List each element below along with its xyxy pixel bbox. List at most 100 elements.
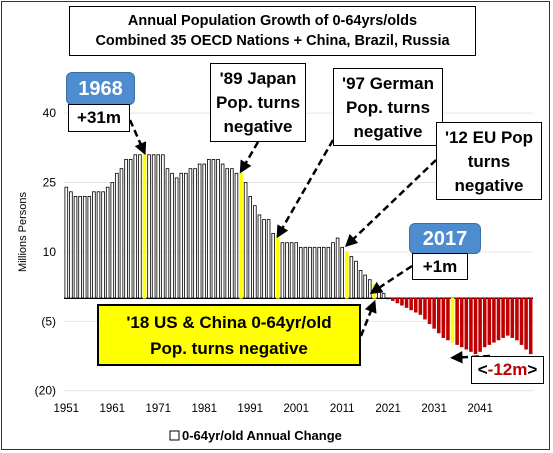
callout-german: '97 German Pop. turns negative (333, 68, 443, 146)
callout-us-china: '18 US & China 0-64yr/old Pop. turns neg… (97, 304, 361, 366)
x-tick-label: 1971 (145, 403, 171, 415)
x-tick-label: 1981 (191, 403, 217, 415)
y-axis-label: Millions Persons (17, 191, 29, 272)
bar-1988 (234, 172, 239, 299)
x-tick-label: 2031 (421, 403, 447, 415)
bar-1992 (253, 205, 257, 299)
x-tick-labels: 1951 1961 1971 1981 1991 2001 2011 2021 2031 2041 (54, 403, 493, 415)
bar-2005 (312, 246, 317, 299)
bar-1985 (220, 163, 225, 299)
bar-1952 (69, 191, 73, 299)
x-tick-label: 1991 (237, 403, 263, 415)
bar-2003 (303, 246, 308, 299)
x-tick-label: 1961 (99, 403, 125, 415)
bar-2024 (400, 297, 404, 306)
bar-2019 (377, 288, 381, 299)
bar-2040 (473, 297, 478, 355)
bar-2042 (482, 297, 487, 348)
bar-2036 (455, 297, 459, 345)
bar-2049 (515, 297, 519, 341)
bar-1996 (271, 233, 275, 299)
bar-2002 (299, 246, 303, 299)
callout-2017-year: 2017 (409, 223, 481, 254)
bar-1997 (276, 237, 280, 299)
bar-2035 (450, 297, 455, 343)
bar-2000 (289, 242, 294, 299)
bar-1998 (280, 242, 285, 299)
bar-2015 (358, 270, 363, 299)
bar-1993 (257, 214, 262, 299)
bar-1969 (147, 154, 151, 299)
arrow-2017 (369, 264, 413, 294)
bars (64, 154, 533, 355)
y-tick-label: (5) (41, 314, 56, 328)
bar-1954 (78, 196, 82, 299)
bar-1982 (207, 158, 211, 299)
bar-1968 (142, 154, 147, 299)
bar-2001 (294, 242, 298, 299)
bar-1957 (92, 191, 96, 299)
arrow-japan (239, 141, 260, 174)
bar-1951 (64, 186, 69, 299)
bar-2047 (505, 297, 510, 336)
chart-title-box: Annual Population Growth of 0-64yrs/olds… (69, 6, 476, 56)
arrow-eu (344, 159, 437, 248)
bar-1991 (248, 196, 252, 299)
bar-1958 (96, 191, 101, 299)
bar-1976 (179, 172, 184, 299)
legend-swatch (169, 430, 180, 441)
x-tick-label: 2041 (467, 403, 493, 415)
x-tick-label: 2001 (283, 403, 309, 415)
bar-2048 (510, 297, 515, 338)
bar-2029 (423, 297, 427, 320)
bar-2030 (427, 297, 432, 325)
bar-2043 (487, 297, 492, 345)
bar-1994 (262, 219, 266, 299)
bar-2031 (432, 297, 436, 329)
bar-2051 (524, 297, 528, 350)
x-tick-label: 2021 (375, 403, 401, 415)
bar-1971 (156, 154, 161, 299)
bar-1961 (110, 182, 115, 299)
bar-1972 (161, 154, 165, 299)
bar-2010 (335, 237, 340, 299)
bar-1956 (87, 196, 92, 299)
bar-1970 (151, 154, 156, 299)
bar-2007 (322, 246, 326, 299)
bar-2022 (390, 297, 395, 301)
bar-1984 (216, 158, 220, 299)
callout-1968-value: +31m (68, 104, 130, 132)
bar-1960 (105, 186, 110, 299)
bar-1959 (101, 191, 105, 299)
bar-1955 (82, 196, 87, 299)
bar-2009 (331, 242, 335, 299)
callout-japan: '89 Japan Pop. turns negative (210, 63, 306, 142)
bar-2023 (395, 297, 400, 304)
bar-2028 (418, 297, 423, 315)
bar-2034 (446, 297, 450, 341)
bar-1986 (225, 168, 230, 299)
bar-2037 (459, 297, 464, 348)
bar-2026 (409, 297, 413, 311)
trough-value: -12m (487, 360, 528, 379)
callout-2017-value: +1m (412, 253, 468, 280)
bar-2017 (367, 279, 372, 299)
bar-1973 (165, 168, 170, 299)
bar-2020 (381, 293, 386, 299)
bar-2050 (519, 297, 524, 345)
bar-2025 (404, 297, 409, 308)
arrow-german (276, 139, 335, 239)
trough-prefix: < (477, 360, 488, 379)
bar-1983 (211, 158, 216, 299)
bar-1987 (230, 168, 234, 299)
bar-2032 (436, 297, 441, 334)
bar-1965 (128, 158, 133, 299)
bar-2033 (441, 297, 446, 338)
bar-1963 (119, 168, 124, 299)
bar-1977 (184, 172, 188, 299)
bar-2008 (326, 246, 331, 299)
bar-2016 (363, 274, 367, 299)
arrow-us-china (359, 299, 377, 337)
y-tick-label: 40 (43, 106, 57, 120)
bar-1989 (239, 172, 243, 299)
